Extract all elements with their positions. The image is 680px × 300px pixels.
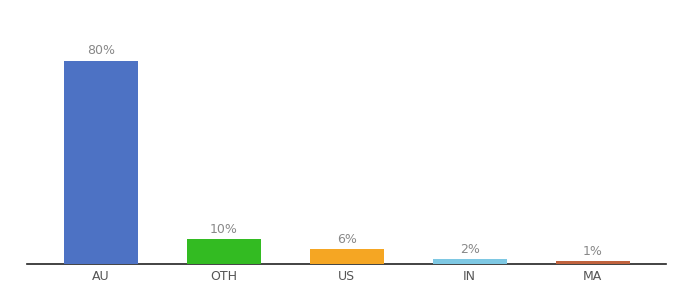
Bar bbox=[187, 238, 260, 264]
Bar bbox=[310, 249, 384, 264]
Text: 6%: 6% bbox=[337, 233, 357, 246]
Text: 10%: 10% bbox=[210, 223, 238, 236]
Text: 2%: 2% bbox=[460, 243, 479, 256]
Bar bbox=[433, 259, 507, 264]
Bar bbox=[64, 61, 138, 264]
Text: 80%: 80% bbox=[87, 44, 115, 58]
Bar bbox=[556, 262, 630, 264]
Text: 1%: 1% bbox=[583, 245, 602, 258]
